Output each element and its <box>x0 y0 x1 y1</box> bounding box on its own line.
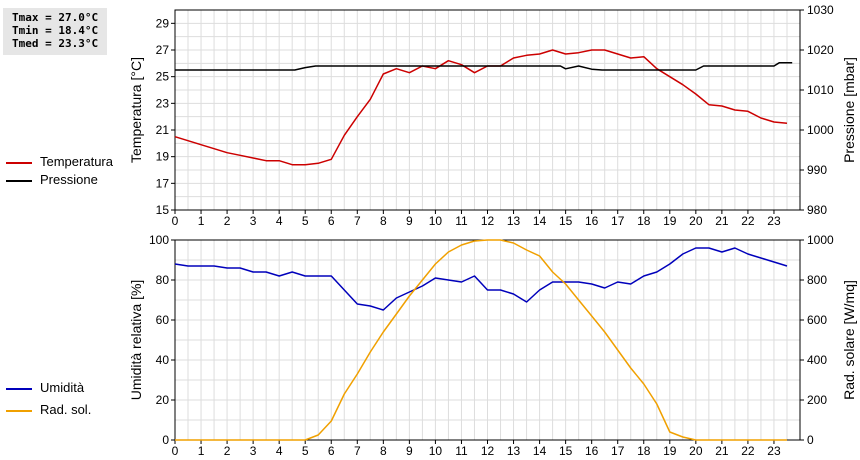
y-right-tick-label: 200 <box>807 393 827 407</box>
y-left-tick-label: 0 <box>162 433 169 447</box>
y-left-tick-label: 20 <box>156 393 170 407</box>
x-tick-label: 16 <box>585 444 599 458</box>
x-tick-label: 7 <box>354 214 361 228</box>
y-right-tick-label: 1000 <box>807 123 834 137</box>
y-right-tick-label: 800 <box>807 273 827 287</box>
x-tick-label: 11 <box>455 214 468 228</box>
y-right-tick-label: 990 <box>807 163 827 177</box>
legend-label-pressione: Pressione <box>40 172 98 187</box>
stat-tmin: Tmin = 18.4°C <box>12 24 99 37</box>
x-tick-label: 9 <box>406 444 413 458</box>
x-tick-label: 19 <box>663 444 677 458</box>
x-tick-label: 11 <box>455 444 468 458</box>
y-left-tick-label: 19 <box>156 150 170 164</box>
x-tick-label: 20 <box>689 214 703 228</box>
x-tick-label: 7 <box>354 444 361 458</box>
stats-box: Tmax = 27.0°C Tmin = 18.4°C Tmed = 23.3°… <box>3 8 107 55</box>
y-left-tick-label: 40 <box>156 353 170 367</box>
y-right-tick-label: 1030 <box>807 3 834 17</box>
x-tick-label: 15 <box>559 214 573 228</box>
x-tick-label: 17 <box>611 214 625 228</box>
legend-label-temperatura: Temperatura <box>40 154 113 169</box>
x-tick-label: 0 <box>172 444 179 458</box>
x-tick-label: 18 <box>637 444 651 458</box>
series-line-umidit- <box>174 247 788 311</box>
chart-panel-0: 0 1 2 3 4 5 6 7 8 9 10 11 12 13 14 15 16 17 18 19 20 21 22 2315… <box>128 3 857 228</box>
y-left-tick-label: 23 <box>156 96 170 110</box>
x-tick-label: 2 <box>224 214 231 228</box>
y-left-tick-label: 17 <box>156 176 170 190</box>
x-tick-label: 22 <box>741 214 755 228</box>
y-right-axis-title: Pressione [mbar] <box>841 57 857 163</box>
x-tick-label: 10 <box>429 214 443 228</box>
legend-swatch-umidita <box>6 388 32 390</box>
x-tick-label: 21 <box>715 214 729 228</box>
x-tick-label: 19 <box>663 214 677 228</box>
x-tick-label: 12 <box>481 444 495 458</box>
x-tick-label: 2 <box>224 444 231 458</box>
y-left-axis-title: Umidità relativa [%] <box>128 280 144 401</box>
x-tick-label: 1 <box>198 444 205 458</box>
stat-tmed: Tmed = 23.3°C <box>12 37 99 50</box>
y-left-tick-label: 21 <box>156 123 170 137</box>
y-left-tick-label: 27 <box>156 43 170 57</box>
series-line-temperatura <box>174 49 788 166</box>
y-right-tick-label: 980 <box>807 203 827 217</box>
y-left-tick-label: 29 <box>156 16 170 30</box>
y-right-tick-label: 1020 <box>807 43 834 57</box>
x-tick-label: 23 <box>767 214 781 228</box>
y-left-tick-label: 25 <box>156 70 170 84</box>
y-right-tick-label: 0 <box>807 433 814 447</box>
x-tick-label: 8 <box>380 444 387 458</box>
legend-label-radsol: Rad. sol. <box>40 402 92 417</box>
y-right-tick-label: 400 <box>807 353 827 367</box>
series-line-pressione <box>175 62 793 71</box>
x-tick-label: 14 <box>533 214 547 228</box>
x-tick-label: 20 <box>689 444 703 458</box>
x-tick-label: 5 <box>302 444 309 458</box>
y-left-tick-label: 80 <box>156 273 170 287</box>
x-tick-label: 4 <box>276 214 283 228</box>
y-left-axis-title: Temperatura [°C] <box>128 57 144 163</box>
x-tick-label: 6 <box>328 214 335 228</box>
x-tick-label: 12 <box>481 214 495 228</box>
x-tick-label: 21 <box>715 444 729 458</box>
x-tick-label: 14 <box>533 444 547 458</box>
y-right-tick-label: 1000 <box>807 233 834 247</box>
x-tick-label: 3 <box>250 444 257 458</box>
y-left-tick-label: 15 <box>156 203 170 217</box>
stat-tmax: Tmax = 27.0°C <box>12 11 99 24</box>
y-left-tick-label: 60 <box>156 313 170 327</box>
legend-label-umidita: Umidità <box>40 380 85 395</box>
x-tick-label: 16 <box>585 214 599 228</box>
x-tick-label: 0 <box>172 214 179 228</box>
x-tick-label: 22 <box>741 444 755 458</box>
x-tick-label: 8 <box>380 214 387 228</box>
x-tick-label: 13 <box>507 444 521 458</box>
x-tick-label: 13 <box>507 214 521 228</box>
x-tick-label: 5 <box>302 214 309 228</box>
chart-panel-1: 0 1 2 3 4 5 6 7 8 9 10 11 12 13 14 15 16 17 18 19 20 21 22 2302… <box>128 233 857 458</box>
series-line-rad-sol- <box>175 239 787 441</box>
legend-swatch-pressione <box>6 180 32 182</box>
legend-swatch-radsol <box>6 410 32 412</box>
y-left-tick-label: 100 <box>149 233 169 247</box>
y-right-tick-label: 1010 <box>807 83 834 97</box>
x-tick-label: 15 <box>559 444 573 458</box>
y-right-tick-label: 600 <box>807 313 827 327</box>
x-tick-label: 10 <box>429 444 443 458</box>
x-tick-label: 9 <box>406 214 413 228</box>
legend-swatch-temperatura <box>6 162 32 164</box>
x-tick-label: 6 <box>328 444 335 458</box>
y-right-axis-title: Rad. solare [W/mq] <box>841 280 857 400</box>
x-tick-label: 3 <box>250 214 257 228</box>
x-tick-label: 4 <box>276 444 283 458</box>
x-tick-label: 23 <box>767 444 781 458</box>
x-tick-label: 1 <box>198 214 205 228</box>
x-tick-label: 18 <box>637 214 651 228</box>
x-tick-label: 17 <box>611 444 625 458</box>
